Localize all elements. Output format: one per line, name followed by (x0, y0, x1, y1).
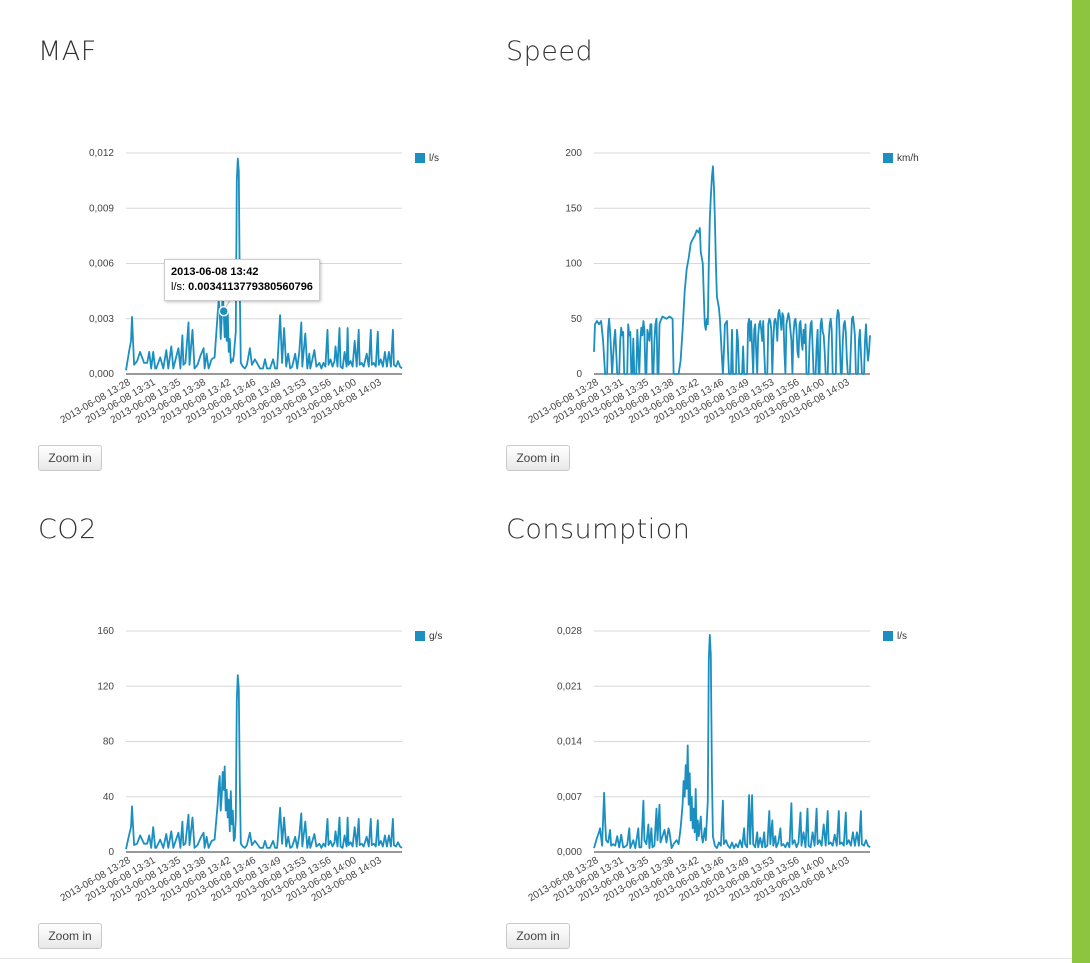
legend-label: g/s (429, 631, 442, 642)
tooltip-value: 0.0034113779380560796 (188, 281, 313, 293)
legend-swatch (883, 153, 893, 163)
chart-tooltip: 2013-06-08 13:42 l/s: 0.0034113779380560… (164, 259, 320, 301)
series-line (125, 157, 403, 371)
panel-co2: CO2 160 120 80 40 0 2013-06-08 13:28 2013-06-0… (0, 478, 443, 949)
y-tick-label: 0,012 (89, 148, 114, 159)
legend-swatch (415, 631, 425, 641)
series-line (593, 165, 871, 375)
zoom-in-button[interactable]: Zoom in (38, 445, 102, 471)
chart-title: CO2 (38, 514, 97, 545)
zoom-in-button[interactable]: Zoom in (506, 445, 570, 471)
y-tick-label: 0,000 (89, 369, 114, 380)
legend-label: l/s (429, 153, 439, 164)
panel-speed: Speed 200 150 100 50 0 2013-06-08 13:28 2013-0… (468, 0, 919, 471)
y-tick-label: 0,009 (89, 203, 114, 214)
legend-swatch (415, 153, 425, 163)
y-tick-label: 0 (576, 369, 582, 380)
accent-bar (1072, 0, 1090, 963)
y-tick-label: 150 (565, 203, 582, 214)
y-tick-label: 80 (103, 737, 115, 748)
y-tick-label: 0,014 (557, 737, 582, 748)
legend-label: km/h (897, 153, 919, 164)
y-tick-label: 0 (108, 847, 114, 858)
y-tick-label: 0,003 (89, 314, 114, 325)
hover-marker (218, 305, 229, 317)
panel-maf: MAF 0,012 0,009 0,006 0,003 0,000 2013-06-08 … (0, 0, 440, 471)
y-tick-label: 120 (97, 681, 114, 692)
chart-title: MAF (38, 36, 97, 67)
y-tick-label: 0,000 (557, 847, 582, 858)
y-tick-label: 0,006 (89, 259, 114, 270)
y-tick-label: 40 (103, 792, 115, 803)
zoom-in-button[interactable]: Zoom in (506, 923, 570, 949)
series-line (593, 634, 871, 849)
chart-title: Speed (506, 36, 594, 67)
y-tick-label: 0,028 (557, 626, 582, 637)
panel-consumption: Consumption 0,028 0,021 0,014 0,007 0,000 201… (468, 478, 908, 949)
series-line (125, 674, 403, 850)
y-tick-label: 160 (97, 626, 114, 637)
tooltip-title: 2013-06-08 13:42 (171, 266, 259, 278)
legend-label: l/s (897, 631, 907, 642)
y-tick-label: 100 (565, 259, 582, 270)
zoom-in-button[interactable]: Zoom in (38, 923, 102, 949)
y-tick-label: 50 (571, 314, 583, 325)
y-tick-label: 0,021 (557, 681, 582, 692)
legend-swatch (883, 631, 893, 641)
y-tick-label: 200 (565, 148, 582, 159)
tooltip-label: l/s: (171, 281, 186, 293)
chart-title: Consumption (506, 514, 691, 545)
y-tick-label: 0,007 (557, 792, 582, 803)
